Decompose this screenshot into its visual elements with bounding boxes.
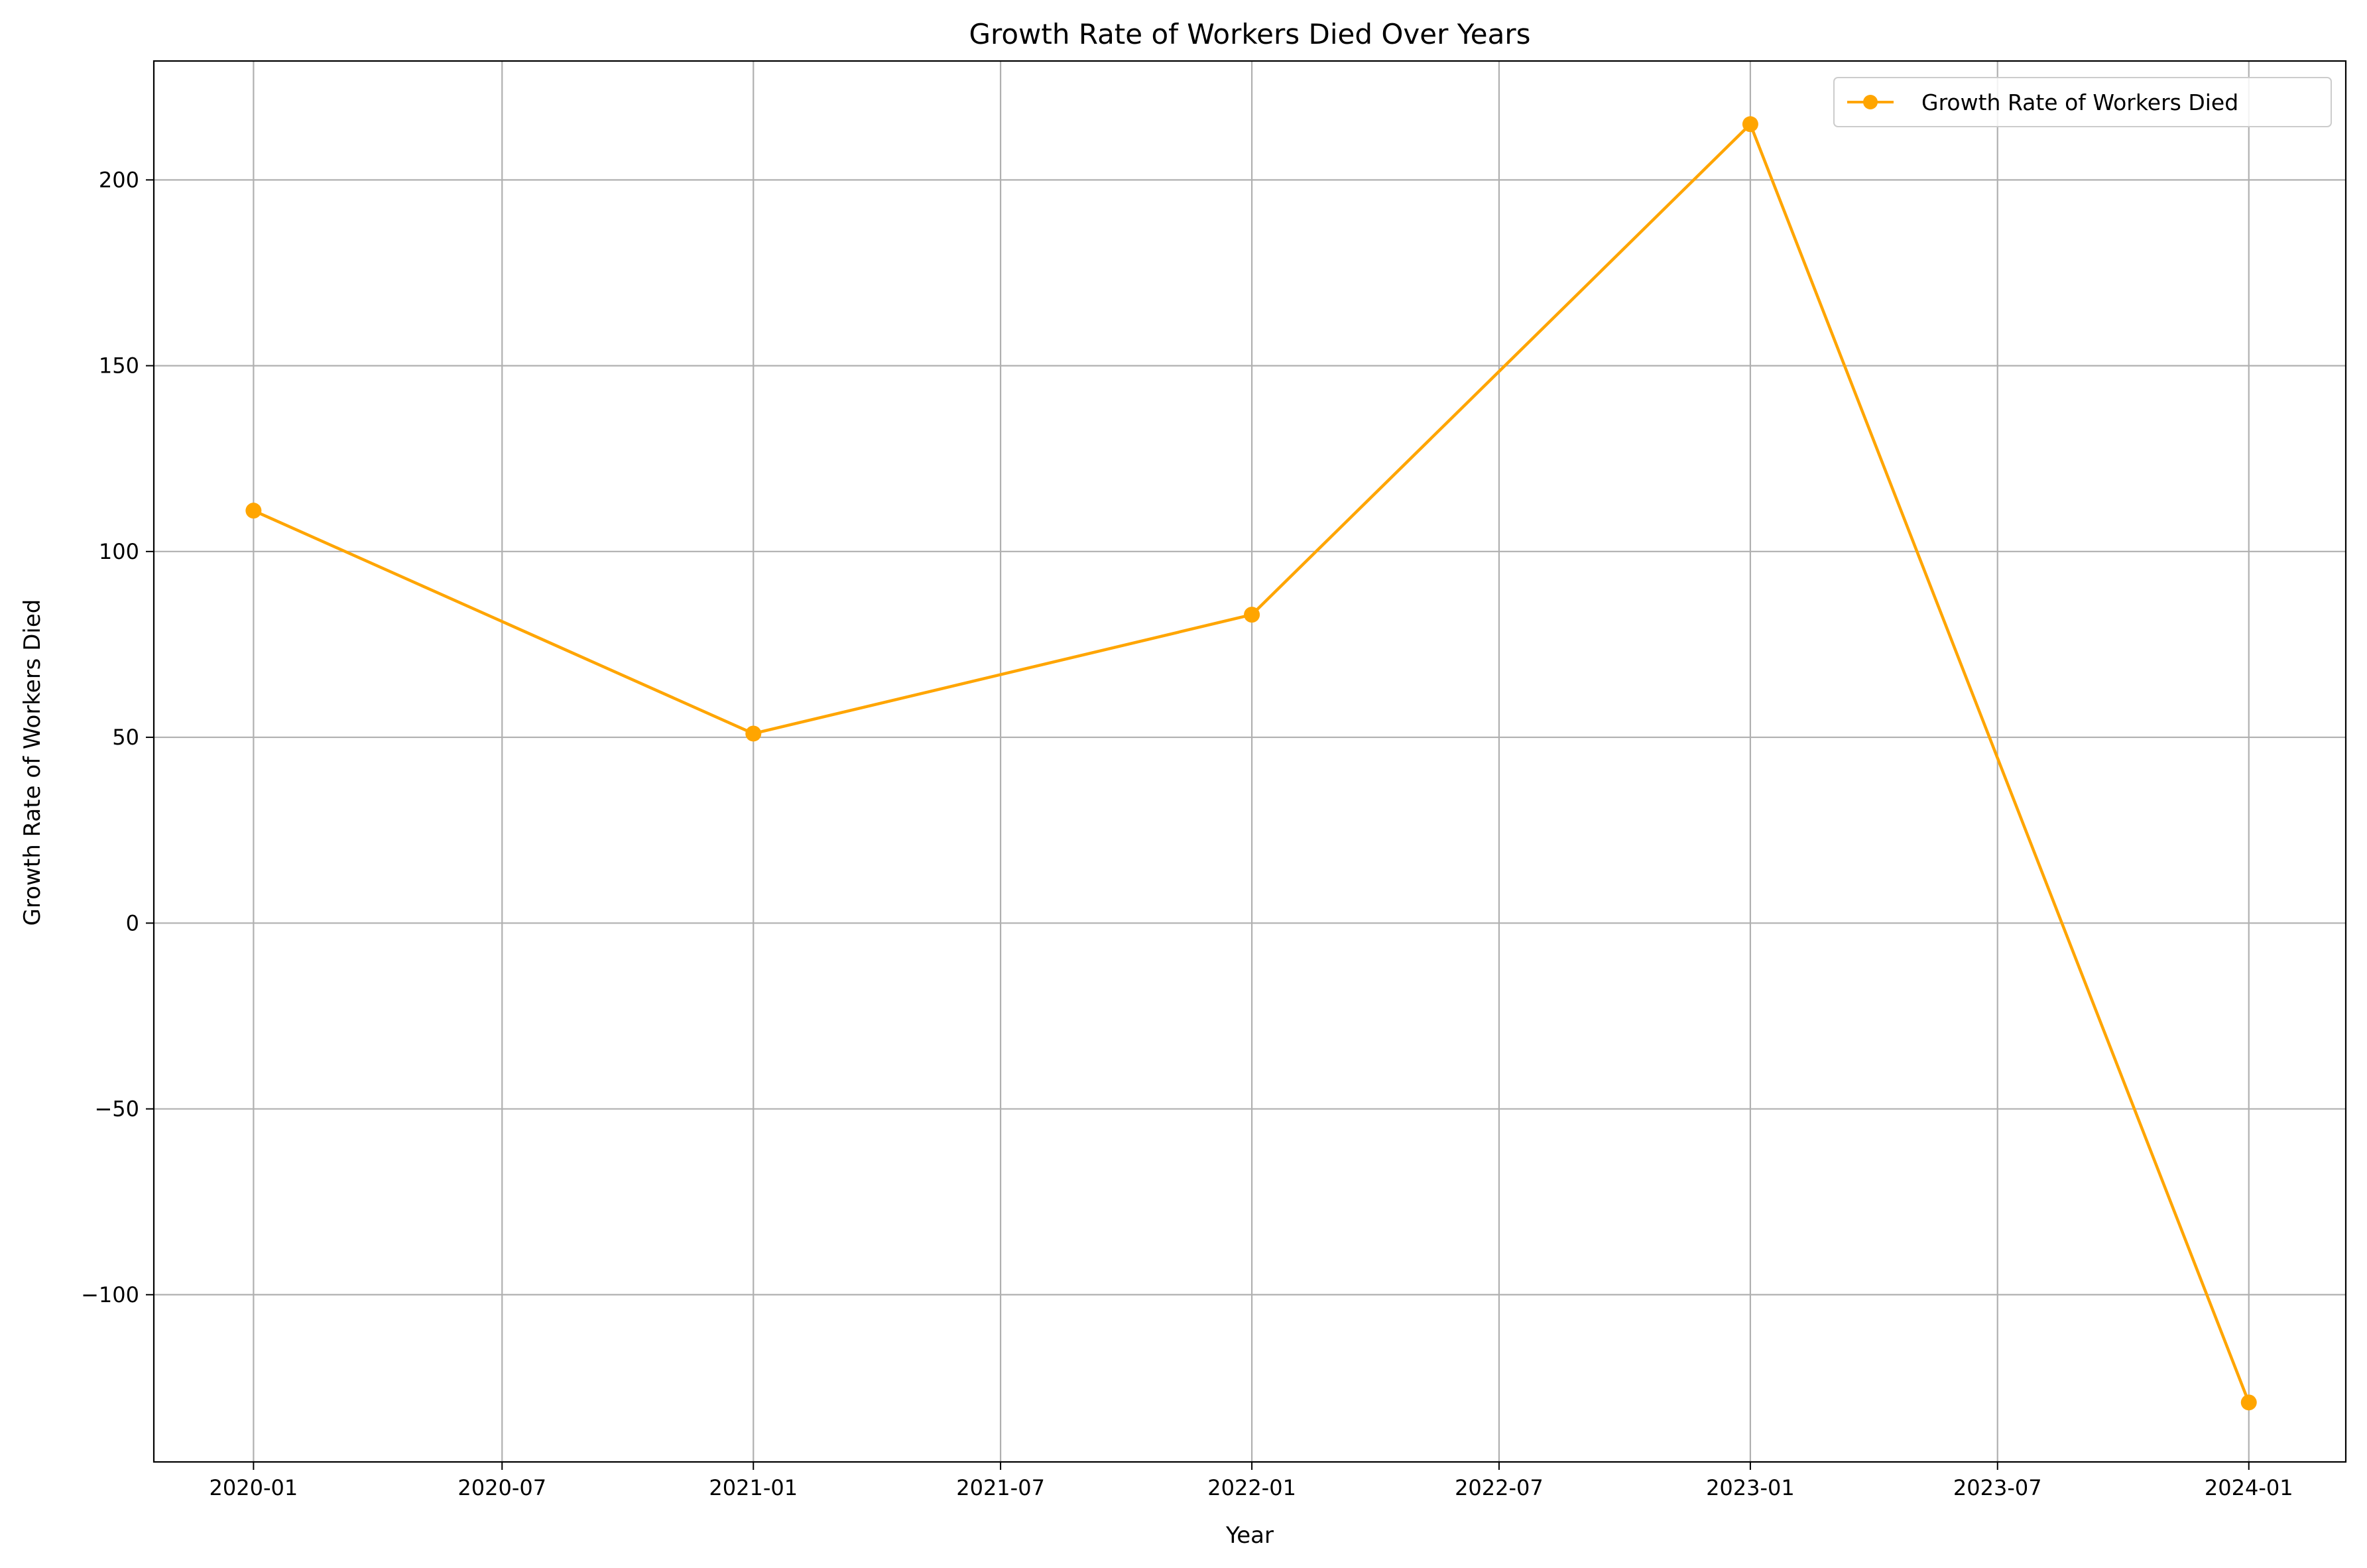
plot-frame — [152, 60, 2347, 1463]
x-tick-label: 2021-07 — [956, 1475, 1045, 1500]
y-tick-label: −50 — [94, 1097, 139, 1122]
x-tick-label: 2024-01 — [2205, 1475, 2293, 1500]
x-tick-label: 2021-01 — [709, 1475, 798, 1500]
y-tick-label: 150 — [99, 353, 139, 379]
data-point — [2240, 1394, 2257, 1411]
legend-entry-label: Growth Rate of Workers Died — [1921, 90, 2238, 115]
data-point — [745, 725, 762, 742]
legend-marker-swatch — [1863, 95, 1878, 109]
series-layer — [245, 116, 2257, 1411]
x-tick-label: 2022-01 — [1207, 1475, 1296, 1500]
y-tick-label: 50 — [112, 725, 139, 750]
legend: Growth Rate of Workers Died — [1833, 77, 2332, 127]
axis-ticks: 2020-01 2020-07 2021-01 2021-07 2022-01 2022-… — [81, 167, 2293, 1500]
legend-box — [1833, 77, 2332, 127]
chart-title: Growth Rate of Workers Died Over Years — [969, 18, 1530, 50]
x-tick-label: 2020-07 — [457, 1475, 546, 1500]
y-tick-label: 100 — [99, 539, 139, 564]
x-tick-label: 2022-07 — [1455, 1475, 1544, 1500]
x-axis-label: Year — [1225, 1522, 1274, 1549]
grid — [154, 61, 2346, 1462]
data-point — [245, 503, 262, 519]
x-tick-label: 2020-01 — [210, 1475, 298, 1500]
y-tick-label: −100 — [81, 1282, 139, 1307]
y-tick-label: 0 — [126, 910, 139, 935]
x-tick-label: 2023-07 — [1953, 1475, 2042, 1500]
data-point — [1244, 607, 1260, 623]
x-tick-label: 2023-01 — [1706, 1475, 1795, 1500]
y-axis-label: Growth Rate of Workers Died — [19, 599, 46, 926]
data-point — [1742, 116, 1758, 133]
y-tick-label: 200 — [99, 167, 139, 192]
